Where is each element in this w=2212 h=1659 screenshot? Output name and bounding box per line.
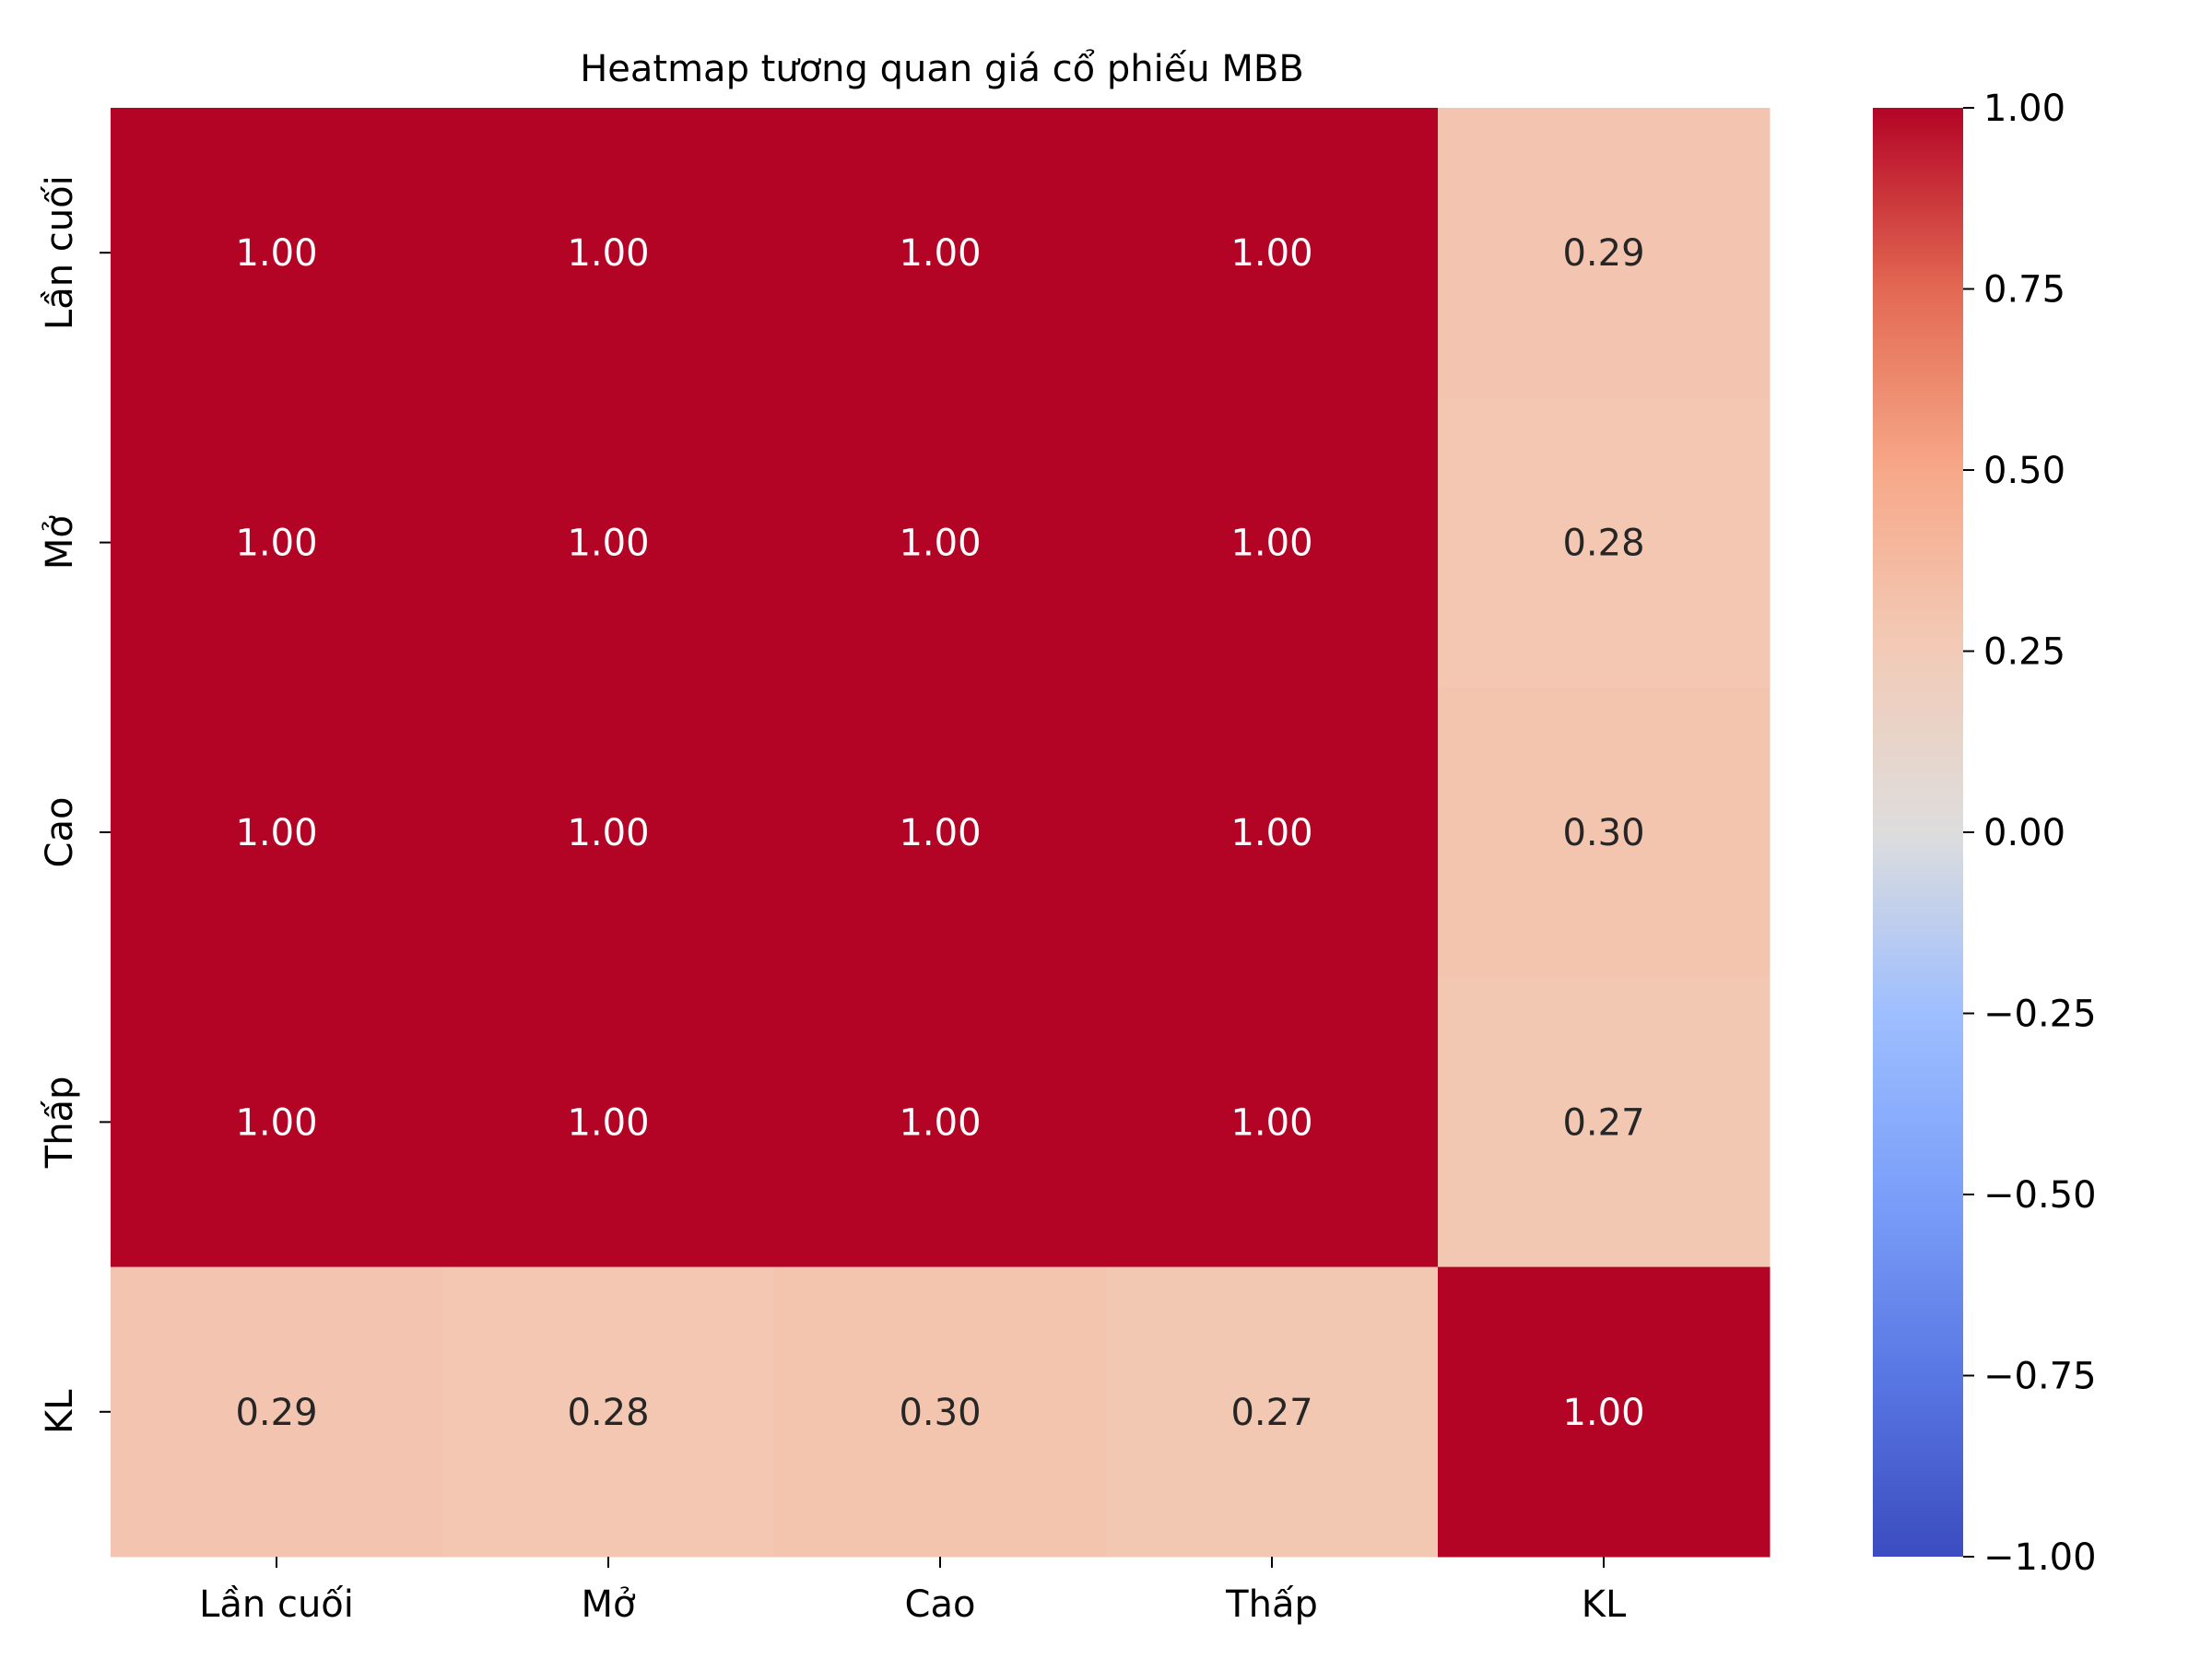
heatmap-cell-r1-c0 [111, 397, 443, 688]
x-axis: Lần cuối Mở Cao Thấp KL [199, 1557, 1627, 1626]
heatmap-cell-r4-c0 [111, 1266, 443, 1558]
x-tick-label-1: Mở [582, 1583, 637, 1626]
heatmap-cell-r3-c3 [1106, 977, 1439, 1268]
heatmap-cell-r1-c3 [1106, 397, 1439, 688]
heatmap-cell-r0-c4 [1438, 108, 1771, 398]
heatmap-cell-r3-c1 [442, 977, 775, 1268]
heatmap-cell-label-r3-c2: 1.00 [899, 1101, 981, 1144]
colorbar-tick-label-6: −0.50 [1983, 1174, 2097, 1217]
heatmap-cell-r1-c2 [774, 397, 1107, 688]
heatmap-cell-r0-c1 [442, 108, 775, 398]
colorbar-tick-label-8: −1.00 [1983, 1536, 2097, 1579]
heatmap-cell-label-r0-c3: 1.00 [1230, 232, 1312, 275]
heatmap-cell-label-r2-c3: 1.00 [1230, 812, 1312, 854]
heatmap-cell-label-r2-c4: 0.30 [1562, 812, 1644, 854]
colorbar-tick-label-0: 1.00 [1983, 88, 2065, 130]
heatmap-cell-label-r3-c1: 1.00 [567, 1101, 649, 1144]
colorbar-tick-label-1: 0.75 [1983, 269, 2065, 312]
colorbar-tick-label-5: −0.25 [1983, 994, 2097, 1036]
heatmap-cell-r0-c3 [1106, 108, 1439, 398]
heatmap-cell-label-r0-c1: 1.00 [567, 232, 649, 275]
heatmap-cell-r3-c4 [1438, 977, 1771, 1268]
heatmap-cell-r4-c1 [442, 1266, 775, 1558]
heatmap-cell-label-r0-c0: 1.00 [235, 232, 317, 275]
x-tick-label-4: KL [1582, 1583, 1627, 1626]
heatmap-cell-r2-c4 [1438, 687, 1771, 978]
heatmap-cell-label-r4-c1: 0.28 [567, 1392, 649, 1434]
heatmap-cell-r0-c0 [111, 108, 443, 398]
y-tick-label-0: Lần cuối [39, 175, 81, 330]
heatmap-cell-label-r1-c3: 1.00 [1230, 523, 1312, 565]
heatmap-cell-label-r4-c3: 0.27 [1230, 1392, 1312, 1434]
y-tick-label-2: Cao [39, 797, 81, 868]
y-tick-label-1: Mở [39, 515, 81, 571]
x-tick-label-0: Lần cuối [199, 1583, 354, 1626]
heatmap-cell-r4-c4 [1438, 1266, 1771, 1558]
heatmap-cell-label-r0-c2: 1.00 [899, 232, 981, 275]
heatmap-cell-label-r1-c2: 1.00 [899, 523, 981, 565]
heatmap-cell-label-r4-c2: 0.30 [899, 1392, 981, 1434]
heatmap-cell-label-r4-c0: 0.29 [235, 1392, 317, 1434]
heatmap-cell-labels: 1.00 1.00 1.00 1.00 0.29 1.00 1.00 1.00 1.00 0.28… [235, 232, 1644, 1434]
heatmap-cell-label-r3-c4: 0.27 [1562, 1101, 1644, 1144]
heatmap-cell-label-r1-c1: 1.00 [567, 523, 649, 565]
heatmap-cell-r2-c1 [442, 687, 775, 978]
heatmap-cell-r4-c3 [1106, 1266, 1439, 1558]
heatmap-cell-label-r1-c0: 1.00 [235, 523, 317, 565]
heatmap-cell-r2-c0 [111, 687, 443, 978]
colorbar-tick-label-2: 0.50 [1983, 450, 2065, 492]
heatmap-cell-r3-c2 [774, 977, 1107, 1268]
heatmap-cell-r1-c4 [1438, 397, 1771, 688]
heatmap-cell-label-r2-c0: 1.00 [235, 812, 317, 854]
heatmap-cell-r2-c3 [1106, 687, 1439, 978]
x-tick-label-2: Cao [905, 1583, 976, 1626]
heatmap-cell-r4-c2 [774, 1266, 1107, 1558]
x-tick-label-3: Thấp [1225, 1583, 1318, 1626]
heatmap-cell-label-r4-c4: 1.00 [1562, 1392, 1644, 1434]
heatmap-cell-label-r1-c4: 0.28 [1562, 523, 1644, 565]
heatmap-cell-label-r2-c2: 1.00 [899, 812, 981, 854]
chart-title: Heatmap tương quan giá cổ phiếu MBB [580, 48, 1304, 90]
heatmap-cell-label-r3-c0: 1.00 [235, 1101, 317, 1144]
heatmap-cell-label-r2-c1: 1.00 [567, 812, 649, 854]
colorbar-tick-label-7: −0.75 [1983, 1356, 2097, 1398]
y-axis: Lần cuối Mở Cao Thấp KL [39, 175, 111, 1434]
y-tick-label-4: KL [39, 1389, 81, 1434]
colorbar-tick-label-3: 0.25 [1983, 631, 2065, 674]
heatmap-cell-label-r0-c4: 0.29 [1562, 232, 1644, 275]
heatmap-cell-r3-c0 [111, 977, 443, 1268]
heatmap-cell-label-r3-c3: 1.00 [1230, 1101, 1312, 1144]
heatmap-cell-r2-c2 [774, 687, 1107, 978]
heatmap-cell-r1-c1 [442, 397, 775, 688]
heatmap-cell-r0-c2 [774, 108, 1107, 398]
colorbar-tick-label-4: 0.00 [1983, 812, 2065, 854]
colorbar-axis: 1.00 0.75 0.50 0.25 0.00 −0.25 −0.50 −0.75 −1.00 [1963, 88, 2097, 1579]
y-tick-label-3: Thấp [39, 1077, 81, 1170]
heatmap-cells [111, 108, 1771, 1558]
colorbar [1873, 108, 1963, 1557]
